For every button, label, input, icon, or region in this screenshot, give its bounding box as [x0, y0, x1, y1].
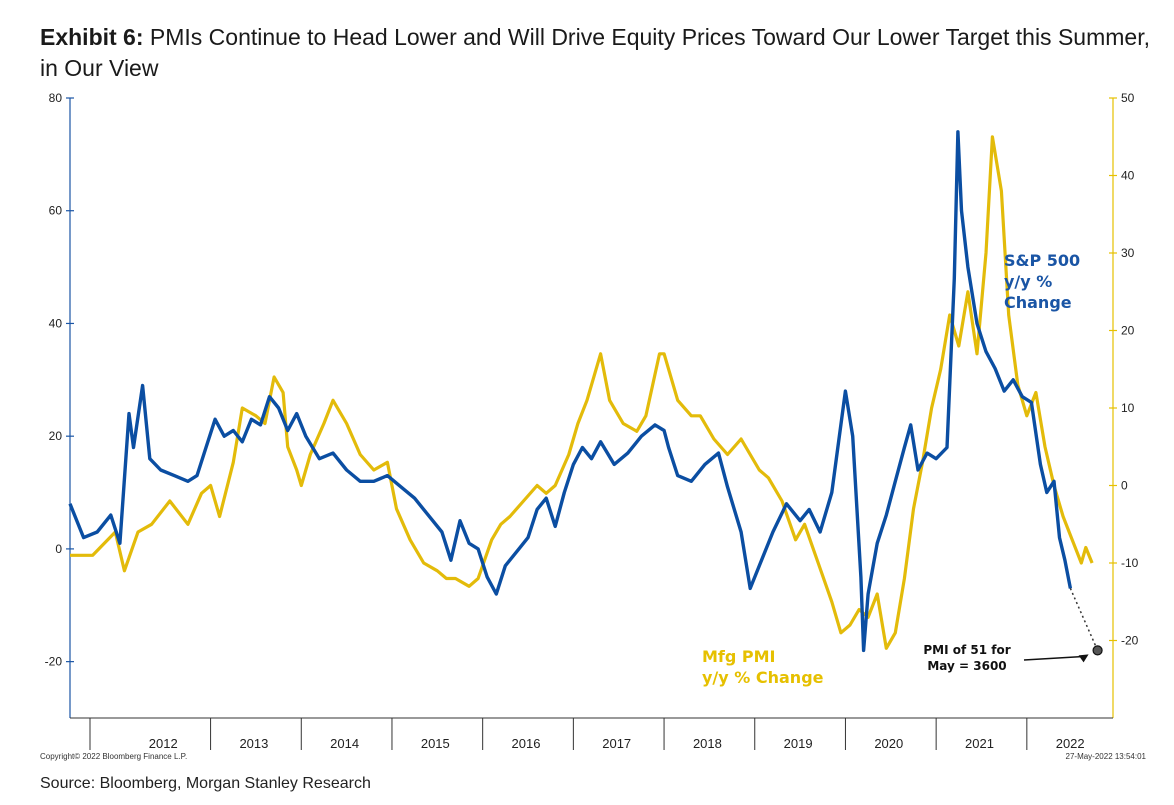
pmi-label: Mfg PMI — [702, 647, 776, 666]
projection-line — [1069, 588, 1099, 651]
sp500-label: S&P 500 — [1004, 251, 1080, 270]
x-tick-label: 2019 — [784, 736, 813, 751]
annotation-arrow-head — [1078, 654, 1089, 663]
annotation-text: May = 3600 — [927, 659, 1006, 673]
copyright-note: Copyright© 2022 Bloomberg Finance L.P. — [40, 752, 188, 761]
sp500-series-line — [68, 130, 1073, 653]
left-tick-label: 60 — [49, 204, 63, 218]
annotation-text: PMI of 51 for — [923, 643, 1010, 657]
sp500-label: y/y % — [1004, 272, 1052, 291]
x-tick-label: 2014 — [330, 736, 359, 751]
x-tick-label: 2013 — [239, 736, 268, 751]
left-tick-label: 20 — [49, 429, 63, 443]
right-tick-label: 50 — [1121, 91, 1135, 105]
x-tick-label: 2017 — [602, 736, 631, 751]
title-text: PMIs Continue to Head Lower and Will Dri… — [40, 24, 1150, 81]
left-tick-label: 0 — [55, 542, 62, 556]
right-tick-label: 30 — [1121, 246, 1135, 260]
right-tick-label: -20 — [1121, 634, 1139, 648]
pmi-series-line — [70, 135, 1094, 650]
left-tick-label: -20 — [45, 655, 63, 669]
x-tick-label: 2016 — [512, 736, 541, 751]
source-note: Source: Bloomberg, Morgan Stanley Resear… — [40, 775, 371, 792]
chart-title: Exhibit 6: PMIs Continue to Head Lower a… — [40, 22, 1160, 84]
right-tick-label: 20 — [1121, 324, 1135, 338]
right-tick-label: 10 — [1121, 401, 1135, 415]
left-tick-label: 40 — [49, 316, 63, 330]
x-tick-label: 2022 — [1056, 736, 1085, 751]
exhibit-label: Exhibit 6: — [40, 24, 144, 50]
timestamp: 27-May-2022 13:54:01 — [1065, 752, 1147, 761]
x-tick-label: 2020 — [874, 736, 903, 751]
sp500-label: Change — [1004, 293, 1072, 312]
left-tick-label: 80 — [49, 91, 63, 105]
x-tick-label: 2021 — [965, 736, 994, 751]
x-tick-label: 2015 — [421, 736, 450, 751]
pmi-label: y/y % Change — [702, 668, 824, 687]
annotation-arrow-line — [1023, 655, 1086, 661]
projection-point — [1092, 645, 1103, 656]
right-tick-label: -10 — [1121, 556, 1139, 570]
x-tick-label: 2012 — [149, 736, 178, 751]
right-tick-label: 0 — [1121, 479, 1128, 493]
x-tick-label: 2018 — [693, 736, 722, 751]
right-tick-label: 40 — [1121, 169, 1135, 183]
